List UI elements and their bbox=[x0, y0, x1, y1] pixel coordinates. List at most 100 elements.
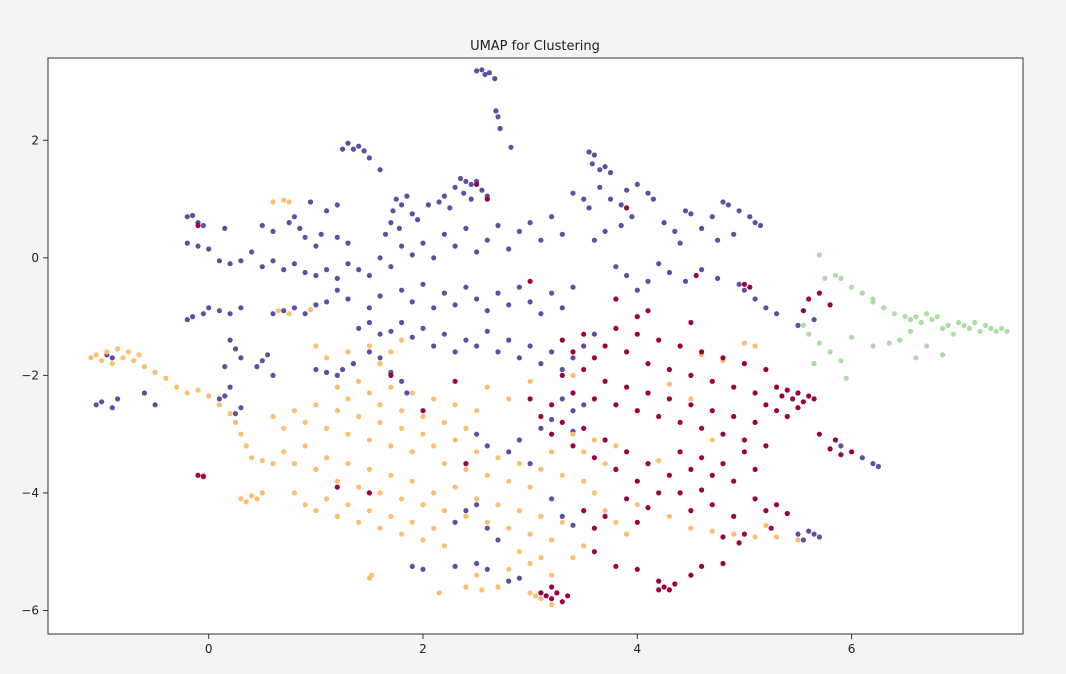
data-point bbox=[624, 384, 630, 390]
data-point bbox=[286, 220, 292, 226]
data-point bbox=[800, 537, 807, 543]
data-point bbox=[399, 378, 405, 384]
data-point bbox=[431, 443, 437, 449]
data-point bbox=[484, 308, 490, 314]
data-point bbox=[688, 525, 694, 531]
data-point bbox=[645, 461, 651, 467]
data-point bbox=[677, 490, 683, 496]
data-point bbox=[859, 455, 865, 461]
data-point bbox=[461, 190, 467, 196]
data-point bbox=[399, 408, 405, 414]
data-point bbox=[399, 425, 405, 431]
data-point bbox=[591, 455, 598, 461]
data-point bbox=[913, 314, 919, 320]
data-point bbox=[345, 296, 351, 302]
data-point bbox=[570, 443, 576, 449]
data-point bbox=[506, 525, 512, 531]
data-point bbox=[452, 302, 458, 308]
data-point bbox=[238, 258, 244, 264]
data-point bbox=[474, 408, 480, 414]
data-point bbox=[875, 463, 882, 470]
data-point bbox=[227, 261, 233, 267]
data-point bbox=[270, 228, 276, 234]
data-point bbox=[452, 563, 458, 570]
data-point bbox=[270, 372, 276, 378]
data-point bbox=[313, 508, 319, 514]
data-point bbox=[495, 222, 501, 229]
data-point bbox=[506, 246, 512, 252]
data-point bbox=[549, 596, 555, 602]
data-point bbox=[527, 461, 533, 467]
data-point bbox=[495, 455, 501, 461]
data-point bbox=[420, 566, 426, 572]
data-point bbox=[516, 437, 523, 443]
data-point bbox=[806, 296, 812, 302]
data-point bbox=[838, 358, 844, 364]
data-point bbox=[602, 378, 608, 384]
data-point bbox=[731, 531, 737, 537]
data-point bbox=[613, 325, 619, 331]
data-point bbox=[549, 349, 555, 355]
data-point bbox=[816, 252, 823, 258]
data-point bbox=[506, 396, 512, 402]
data-point bbox=[613, 563, 619, 570]
data-point bbox=[190, 212, 196, 219]
data-point bbox=[302, 502, 308, 508]
data-point bbox=[538, 513, 544, 520]
data-point bbox=[441, 543, 447, 549]
data-point bbox=[570, 522, 576, 528]
data-point bbox=[624, 496, 630, 502]
data-point bbox=[463, 225, 469, 231]
data-point bbox=[206, 246, 212, 252]
data-point bbox=[302, 234, 308, 240]
data-point bbox=[120, 355, 126, 361]
data-point bbox=[409, 211, 415, 217]
data-point bbox=[741, 281, 748, 287]
data-point bbox=[800, 322, 807, 328]
cluster-series-0 bbox=[93, 67, 882, 584]
data-point bbox=[249, 249, 255, 255]
data-point bbox=[238, 305, 244, 311]
data-point bbox=[731, 413, 737, 420]
data-point bbox=[581, 343, 587, 349]
y-tick-label: 0 bbox=[31, 251, 39, 265]
data-point bbox=[254, 364, 260, 370]
data-point bbox=[624, 449, 630, 455]
data-point bbox=[409, 563, 415, 570]
data-point bbox=[838, 452, 844, 458]
data-point bbox=[431, 343, 437, 349]
data-point bbox=[441, 193, 447, 199]
data-point bbox=[141, 364, 147, 370]
data-point bbox=[725, 202, 732, 208]
data-point bbox=[527, 560, 533, 567]
data-point bbox=[345, 140, 351, 146]
data-point bbox=[993, 328, 999, 334]
data-point bbox=[388, 264, 394, 270]
data-point bbox=[270, 258, 276, 264]
data-point bbox=[291, 305, 297, 311]
data-point bbox=[682, 278, 689, 284]
data-point bbox=[559, 337, 565, 343]
data-point bbox=[152, 369, 158, 375]
data-point bbox=[591, 355, 598, 361]
data-point bbox=[570, 408, 576, 414]
data-point bbox=[313, 272, 319, 279]
data-point bbox=[634, 566, 640, 572]
data-point bbox=[324, 355, 330, 361]
data-point bbox=[543, 593, 549, 599]
data-point bbox=[324, 267, 330, 273]
data-point bbox=[184, 214, 190, 220]
data-point bbox=[570, 349, 576, 355]
data-point bbox=[463, 466, 469, 472]
data-point bbox=[715, 237, 721, 243]
data-point bbox=[366, 437, 372, 443]
data-point bbox=[736, 208, 742, 214]
data-point bbox=[431, 255, 437, 261]
data-point bbox=[538, 590, 544, 596]
data-point bbox=[377, 525, 383, 531]
data-point bbox=[650, 196, 657, 202]
data-point bbox=[238, 431, 244, 437]
data-point bbox=[99, 358, 105, 364]
data-point bbox=[463, 513, 469, 520]
data-point bbox=[474, 249, 480, 255]
